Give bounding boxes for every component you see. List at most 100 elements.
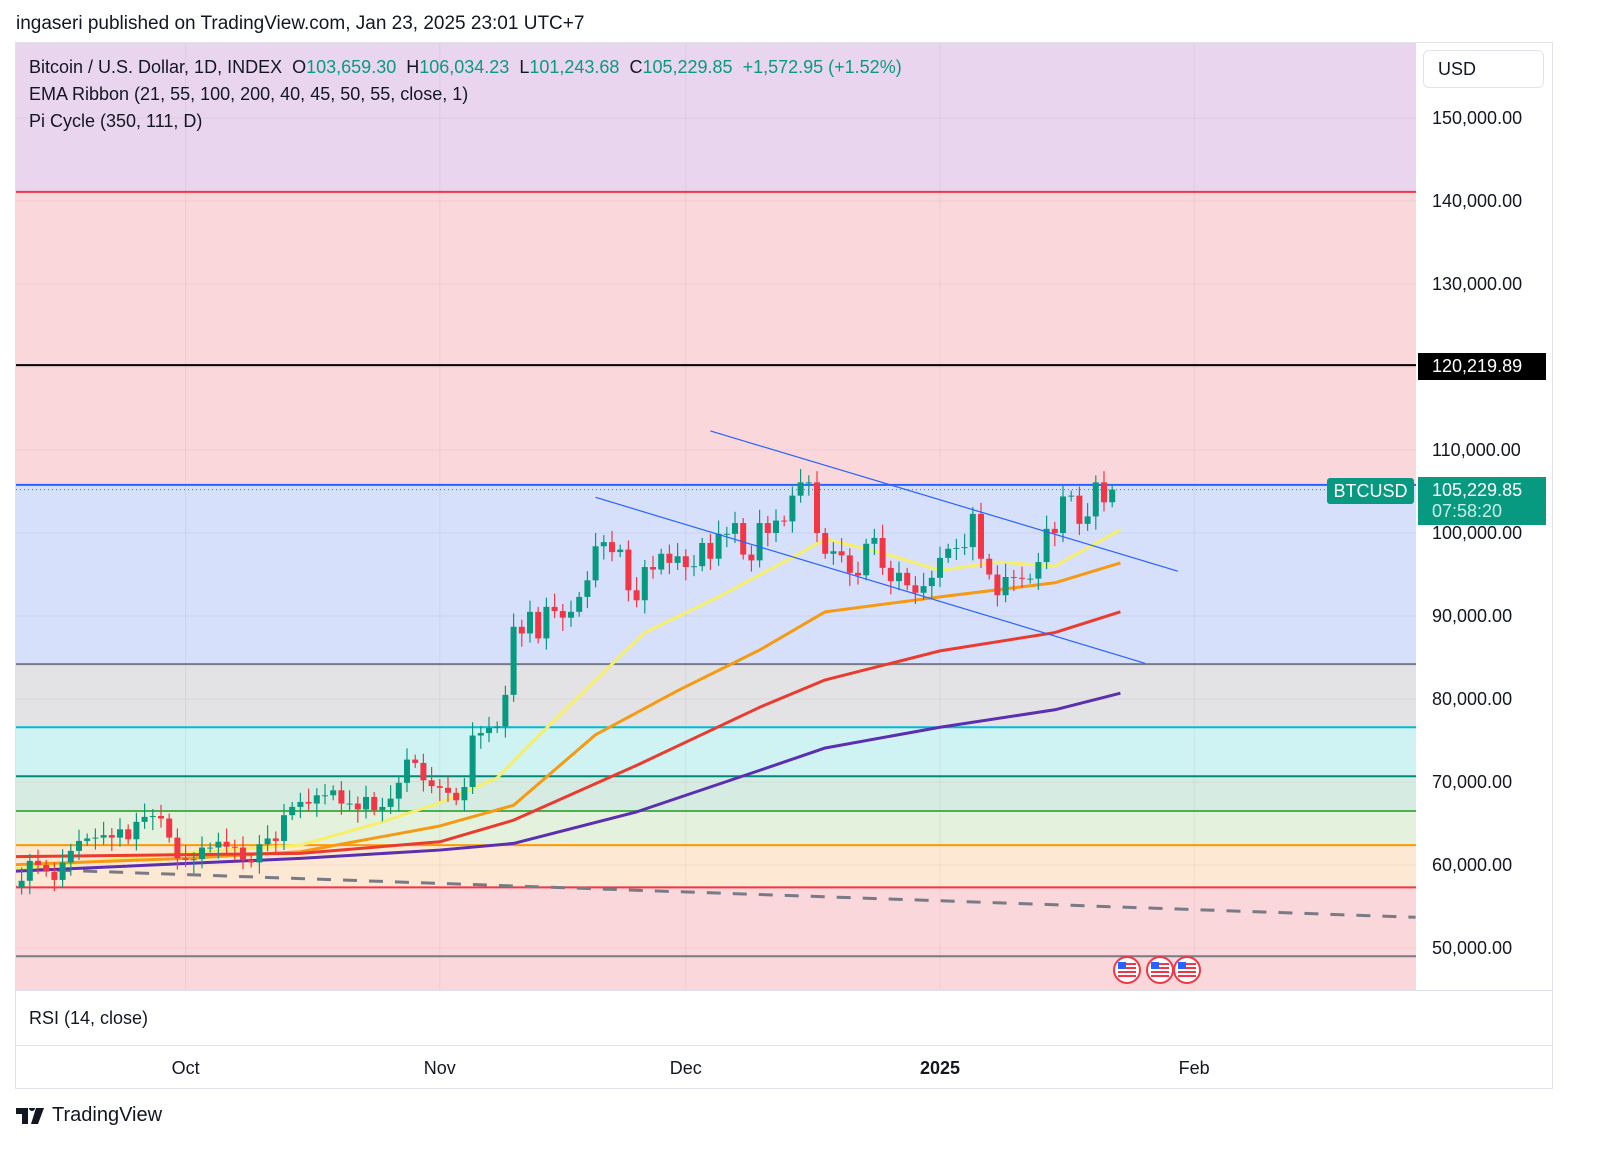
price-tick: 70,000.00 bbox=[1432, 772, 1513, 792]
price-tick: 130,000.00 bbox=[1432, 274, 1523, 294]
flag-canton bbox=[1178, 962, 1186, 969]
candle-body bbox=[1084, 516, 1091, 524]
candle-body bbox=[182, 858, 189, 861]
candle-body bbox=[830, 551, 837, 554]
candle-body bbox=[59, 862, 66, 880]
candle-body bbox=[149, 816, 156, 818]
candle-body bbox=[363, 796, 369, 810]
rsi-legend: RSI (14, close) bbox=[29, 1008, 149, 1028]
flag-stripe bbox=[1178, 963, 1196, 965]
ema-21-line bbox=[16, 528, 1122, 871]
candle-body bbox=[658, 553, 665, 570]
candle-body bbox=[174, 837, 181, 859]
candle-body bbox=[559, 611, 566, 618]
candle-body bbox=[133, 821, 140, 840]
candle-body bbox=[1060, 496, 1066, 533]
pi-band-2 bbox=[16, 484, 1416, 665]
candle-body bbox=[436, 786, 443, 788]
candle-body bbox=[781, 520, 788, 522]
candle-body bbox=[707, 542, 714, 559]
candle-body bbox=[617, 549, 624, 553]
tradingview-logo-icon bbox=[16, 1107, 44, 1124]
candle-body bbox=[486, 728, 492, 734]
us-flag-icon bbox=[1146, 956, 1174, 984]
candle-body bbox=[272, 838, 279, 841]
candle-body bbox=[354, 803, 361, 810]
candle-body bbox=[625, 549, 632, 591]
rsi-pane[interactable]: RSI (14, close) bbox=[16, 990, 1552, 1046]
candle-body bbox=[855, 572, 861, 576]
currency-selector[interactable]: USD bbox=[1423, 50, 1544, 88]
candle-body bbox=[231, 846, 238, 848]
candle-body bbox=[108, 835, 115, 838]
candle-body bbox=[576, 596, 583, 612]
trendline-0 bbox=[710, 430, 1178, 572]
candle-body bbox=[379, 806, 386, 811]
candle-body bbox=[199, 847, 205, 860]
time-tick: Nov bbox=[423, 1058, 456, 1078]
candle-body bbox=[838, 551, 845, 556]
candle-body bbox=[600, 542, 607, 547]
pi-band-7 bbox=[16, 845, 1416, 888]
candle-body bbox=[863, 543, 870, 576]
candle-body bbox=[961, 547, 968, 549]
candle-body bbox=[289, 806, 296, 816]
candle-body bbox=[305, 801, 312, 804]
candle-body bbox=[141, 816, 148, 822]
candle-body bbox=[789, 495, 796, 522]
open-value: 103,659.30 bbox=[306, 57, 397, 77]
price-tick: 60,000.00 bbox=[1432, 855, 1513, 875]
flag-stripe bbox=[1151, 967, 1169, 969]
trendline-1 bbox=[595, 496, 1146, 664]
flag-canton bbox=[1151, 962, 1159, 969]
candle-body bbox=[822, 533, 829, 554]
candle-body bbox=[510, 626, 517, 695]
pi-band-8 bbox=[16, 887, 1416, 990]
candle-body bbox=[715, 533, 722, 559]
candle-body bbox=[117, 829, 123, 838]
candle-body bbox=[920, 586, 927, 593]
candle-body bbox=[26, 860, 33, 881]
candle-body bbox=[125, 829, 132, 840]
candle-body bbox=[723, 533, 730, 535]
candle-body bbox=[215, 841, 222, 848]
us-flag-icon bbox=[1113, 956, 1141, 984]
flag-stripe bbox=[1118, 967, 1136, 969]
candle-body bbox=[207, 847, 214, 849]
candle-body bbox=[100, 835, 107, 838]
candle-body bbox=[264, 838, 271, 845]
symbol-legend: Bitcoin / U.S. Dollar, 1D, INDEX O103,65… bbox=[29, 57, 902, 78]
tradingview-logo[interactable]: TradingView bbox=[16, 1104, 162, 1127]
candle-body bbox=[814, 482, 820, 533]
price-tick: 140,000.00 bbox=[1432, 191, 1523, 211]
close-label: C bbox=[629, 57, 643, 77]
chart-frame bbox=[15, 42, 1553, 1089]
ema-200-line bbox=[16, 691, 1121, 873]
bar-countdown: 07:58:20 bbox=[1432, 501, 1503, 521]
pi-cycle-legend[interactable]: Pi Cycle (350, 111, D) bbox=[29, 111, 203, 131]
ema-100-line bbox=[16, 610, 1121, 859]
flag-stripe bbox=[1151, 971, 1169, 973]
price-chart[interactable] bbox=[16, 43, 1416, 990]
candle-body bbox=[1010, 576, 1017, 578]
candle-body bbox=[453, 792, 460, 801]
pi-cycle-dashed-line bbox=[16, 867, 1416, 919]
candle-body bbox=[937, 557, 943, 578]
pi-band-4 bbox=[16, 727, 1416, 777]
close-value: 105,229.85 bbox=[642, 57, 733, 77]
ema-ribbon-legend[interactable]: EMA Ribbon (21, 55, 100, 200, 40, 45, 50… bbox=[29, 84, 469, 104]
flag-stripe bbox=[1178, 971, 1196, 973]
candle-body bbox=[691, 566, 697, 568]
candle-body bbox=[871, 537, 878, 544]
flag-stripe bbox=[1178, 975, 1196, 977]
candle-body bbox=[682, 556, 689, 568]
candle-body bbox=[330, 790, 337, 796]
candle-body bbox=[928, 577, 935, 587]
flag-stripe bbox=[1178, 967, 1196, 969]
flag-stripe bbox=[1118, 963, 1136, 965]
candle-body bbox=[879, 537, 886, 568]
price-tick: 100,000.00 bbox=[1432, 523, 1523, 543]
candle-body bbox=[773, 520, 779, 533]
price-tick: 90,000.00 bbox=[1432, 606, 1513, 626]
symbol-tag: BTCUSD bbox=[1327, 478, 1414, 504]
